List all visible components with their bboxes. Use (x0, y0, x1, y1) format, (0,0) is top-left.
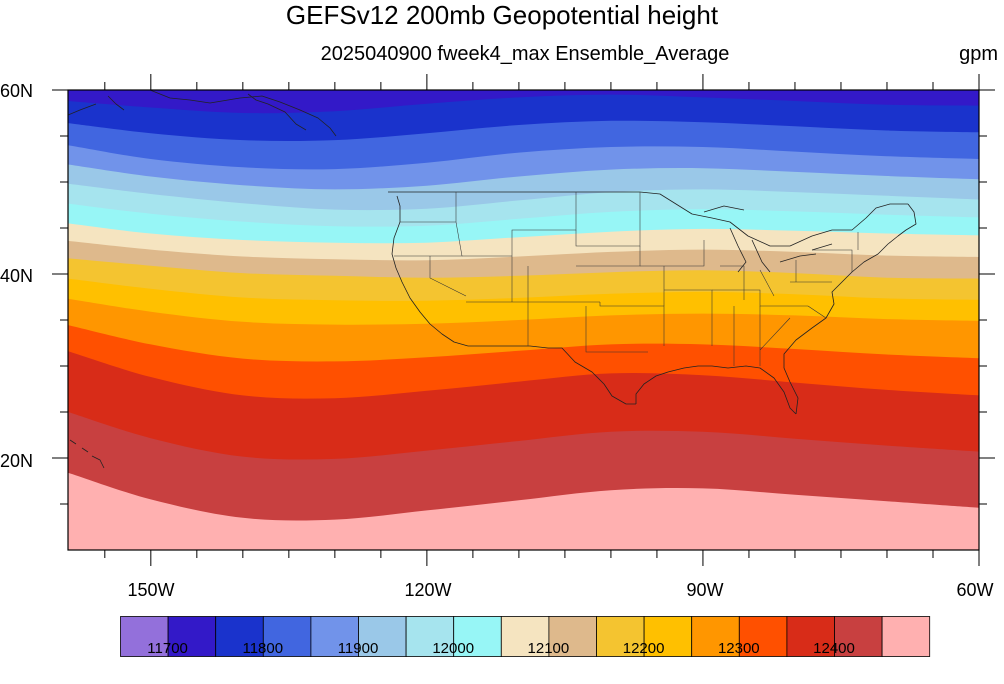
colorbar-tick-label: 11700 (147, 640, 188, 657)
map-subtitle: 2025040900 fweek4_max Ensemble_Average (320, 43, 730, 65)
lat-label-40n: 40N (0, 266, 34, 286)
contour-band-16 (68, 472, 979, 550)
colorbar-tick-label: 11800 (242, 640, 284, 657)
colorbar-swatch (358, 616, 407, 657)
hawaii-islands (69, 439, 105, 469)
map-plot (52, 74, 995, 566)
lon-label-60w: 60W (956, 580, 994, 600)
alaska-coast (68, 90, 337, 137)
colorbar (120, 616, 931, 657)
colorbar-tick-label: 12000 (432, 640, 475, 657)
lon-label-120w: 120W (404, 580, 452, 600)
colorbar-swatch (405, 616, 455, 657)
colorbar-tick-label: 12100 (527, 640, 570, 657)
colorbar-swatch (120, 616, 169, 657)
colorbar-tick-label: 12300 (717, 640, 760, 657)
colorbar-swatch (500, 616, 550, 657)
lon-label-90w: 90W (686, 580, 724, 600)
us-mexico-border (468, 345, 636, 405)
gulf-coast (635, 365, 797, 415)
colorbar-swatch (834, 616, 883, 657)
map-title: GEFSv12 200mb Geopotential height (285, 0, 719, 30)
colorbar-tick-label: 11900 (337, 640, 379, 657)
colorbar-swatch (691, 616, 740, 657)
coastline-overlay (68, 90, 917, 469)
axis-ticks (52, 74, 995, 566)
atlantic-coast (783, 203, 917, 415)
colorbar-swatch (215, 616, 264, 657)
us-canada-border (388, 191, 908, 247)
great-lakes (703, 205, 833, 273)
colorbar-swatch (310, 616, 359, 657)
lat-label-60n: 60N (0, 81, 34, 101)
colorbar-tick-label: 12200 (622, 640, 665, 657)
state-boundaries (394, 192, 859, 366)
colorbar-swatch (786, 616, 835, 657)
colorbar-swatch (596, 616, 645, 657)
units-label: gpm (959, 43, 998, 65)
colorbar-swatch (881, 616, 931, 657)
colorbar-tick-label: 12400 (813, 640, 855, 657)
colorbar-swatch (643, 616, 693, 657)
lat-label-20n: 20N (0, 451, 34, 471)
colorbar-swatch (262, 616, 312, 657)
colorbar-swatch (548, 616, 597, 657)
contour-bands (68, 90, 979, 550)
lon-label-150w: 150W (127, 580, 175, 600)
